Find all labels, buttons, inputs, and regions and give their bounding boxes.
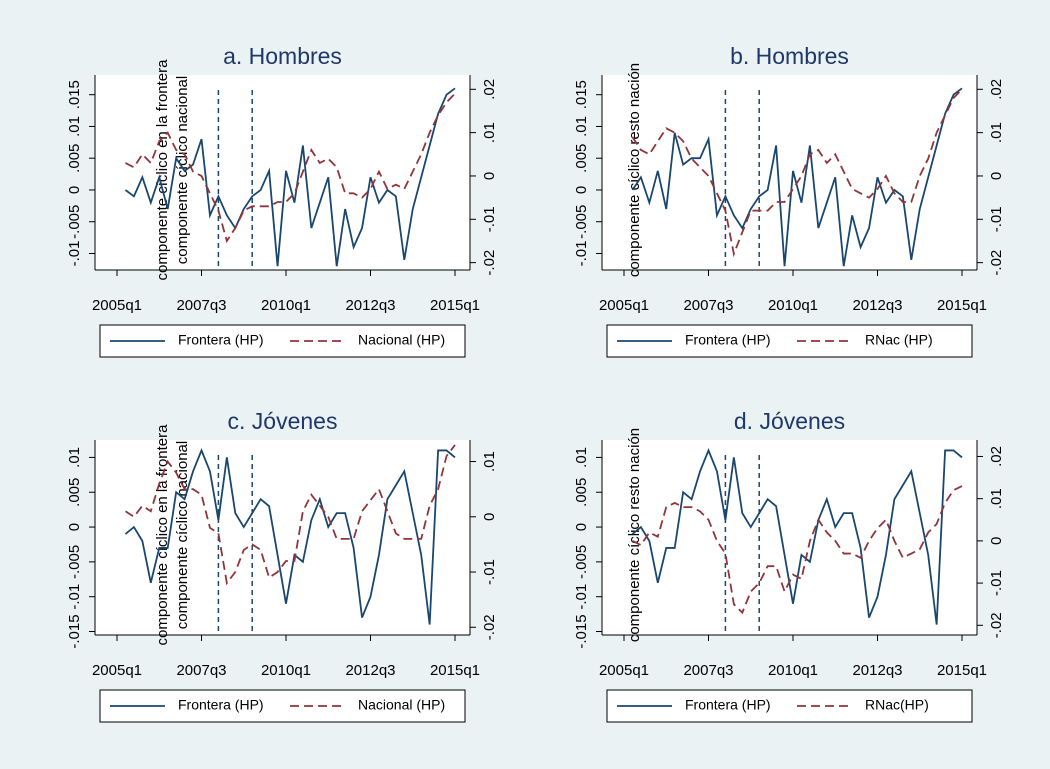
- legend-label: RNac (HP): [865, 332, 933, 348]
- series-line: [124, 87, 456, 267]
- y2-tick-label: 0: [481, 172, 498, 180]
- x-tick-label: 2005q1: [599, 662, 649, 679]
- y-tick-label: 0: [66, 523, 83, 531]
- x-tick-label: 2010q1: [261, 662, 311, 679]
- y2-tick-label: .02: [988, 446, 1005, 467]
- series-line: [631, 87, 963, 267]
- y-tick-label: -.01: [573, 584, 590, 610]
- y-tick-label: .005: [66, 144, 83, 173]
- y-tick-label: .01: [573, 116, 590, 137]
- legend-label: Frontera (HP): [178, 697, 264, 713]
- legend-label: Nacional (HP): [358, 697, 445, 713]
- series-line: [631, 448, 963, 625]
- y-tick-label: 0: [66, 186, 83, 194]
- x-tick-label: 2007q3: [683, 662, 733, 679]
- plot-area: [95, 75, 470, 270]
- y2-tick-label: .02: [481, 79, 498, 100]
- y-tick-label: .005: [66, 478, 83, 507]
- legend-label: RNac(HP): [865, 697, 929, 713]
- legend-box: [99, 324, 466, 358]
- x-tick-label: 2007q3: [683, 297, 733, 314]
- legend-label: Frontera (HP): [178, 332, 264, 348]
- y2-axis-label: componente cíclico resto nación: [626, 63, 643, 277]
- legend-label: Nacional (HP): [358, 332, 445, 348]
- y2-tick-label: .02: [988, 79, 1005, 100]
- y-tick-label: -.005: [573, 205, 590, 239]
- y-tick-label: 0: [573, 186, 590, 194]
- x-tick-label: 2007q3: [176, 662, 226, 679]
- y2-tick-label: 0: [988, 172, 1005, 180]
- plot-area: [95, 440, 470, 635]
- y2-axis-label: componente cíclico nacional: [174, 76, 191, 264]
- x-tick-label: 2012q3: [852, 297, 902, 314]
- y-tick-label: .01: [573, 447, 590, 468]
- y2-tick-label: -.02: [988, 250, 1005, 276]
- y-tick-label: -.005: [66, 205, 83, 239]
- y-tick-label: -.015: [573, 614, 590, 648]
- legend-label: Frontera (HP): [685, 332, 771, 348]
- y2-tick-label: 0: [481, 513, 498, 521]
- x-tick-label: 2012q3: [345, 297, 395, 314]
- x-tick-label: 2005q1: [92, 297, 142, 314]
- x-tick-label: 2010q1: [261, 297, 311, 314]
- y-tick-label: -.005: [573, 545, 590, 579]
- y2-axis-label: componente cíclico nacional: [174, 441, 191, 629]
- y2-tick-label: -.01: [481, 559, 498, 585]
- y-tick-label: .005: [573, 478, 590, 507]
- y2-tick-label: .01: [988, 488, 1005, 509]
- y-tick-label: -.015: [66, 614, 83, 648]
- y2-tick-label: -.01: [481, 206, 498, 232]
- x-tick-label: 2015q1: [937, 662, 987, 679]
- y2-tick-label: -.02: [481, 250, 498, 276]
- y2-tick-label: .01: [988, 122, 1005, 143]
- y-tick-label: .01: [66, 116, 83, 137]
- x-tick-label: 2012q3: [345, 662, 395, 679]
- y-tick-label: .015: [66, 80, 83, 109]
- y2-tick-label: -.02: [988, 612, 1005, 638]
- x-tick-label: 2015q1: [937, 297, 987, 314]
- y-axis-label: componente cíclico en la frontera: [154, 59, 171, 281]
- chart-title: c. Jóvenes: [228, 408, 338, 434]
- chart-title: d. Jóvenes: [734, 408, 845, 434]
- series-line: [125, 93, 456, 244]
- y-tick-label: -.01: [66, 584, 83, 610]
- x-tick-label: 2012q3: [852, 662, 902, 679]
- y2-tick-label: 0: [988, 537, 1005, 545]
- y-tick-label: .01: [66, 447, 83, 468]
- y2-tick-label: -.01: [988, 206, 1005, 232]
- x-tick-label: 2015q1: [430, 662, 480, 679]
- y-tick-label: -.005: [66, 545, 83, 579]
- y-axis-label: componente cíclico en la frontera: [154, 424, 171, 646]
- x-tick-label: 2007q3: [176, 297, 226, 314]
- y2-tick-label: -.02: [481, 614, 498, 640]
- series-line: [124, 448, 456, 625]
- series-line: [631, 88, 963, 258]
- y2-axis-label: componente cíclico resto nación: [626, 428, 643, 642]
- plot-area: [602, 440, 977, 635]
- chart-title: b. Hombres: [730, 43, 849, 69]
- x-tick-label: 2010q1: [768, 662, 818, 679]
- y2-tick-label: .01: [481, 122, 498, 143]
- y-tick-label: -.01: [66, 241, 83, 267]
- x-tick-label: 2005q1: [92, 662, 142, 679]
- x-tick-label: 2010q1: [768, 297, 818, 314]
- legend-label: Frontera (HP): [685, 697, 771, 713]
- y-tick-label: .015: [573, 80, 590, 109]
- y-tick-label: 0: [573, 523, 590, 531]
- y2-tick-label: -.01: [988, 570, 1005, 596]
- y-tick-label: .005: [573, 144, 590, 173]
- y-tick-label: -.01: [573, 241, 590, 267]
- x-tick-label: 2005q1: [599, 297, 649, 314]
- y2-tick-label: .01: [481, 451, 498, 472]
- series-line: [632, 485, 963, 615]
- x-tick-label: 2015q1: [430, 297, 480, 314]
- chart-title: a. Hombres: [223, 43, 342, 69]
